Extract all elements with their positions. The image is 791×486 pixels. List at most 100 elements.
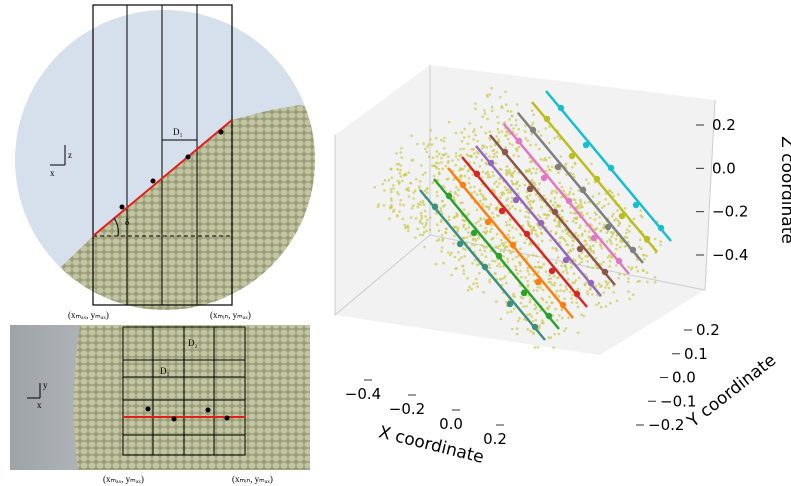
particle bbox=[565, 285, 568, 288]
particle bbox=[579, 199, 582, 202]
particle bbox=[507, 311, 510, 314]
particle bbox=[467, 289, 470, 292]
sample-point bbox=[588, 280, 594, 286]
bottom-panel: y x D₁ D₂ (xₘₐₓ, yₘₐₓ) (xₘᵢₙ, yₘₐₓ) bbox=[10, 325, 310, 484]
sample-point bbox=[563, 257, 569, 263]
particle bbox=[508, 249, 511, 252]
particle bbox=[429, 138, 432, 141]
sample-point bbox=[605, 224, 611, 230]
particle bbox=[567, 278, 570, 281]
particle bbox=[453, 178, 456, 181]
particle bbox=[578, 277, 581, 280]
particle bbox=[609, 190, 612, 193]
particle bbox=[485, 132, 488, 135]
particle bbox=[512, 258, 515, 261]
particle bbox=[526, 139, 529, 142]
particle bbox=[524, 125, 527, 128]
particle bbox=[489, 267, 492, 270]
particle bbox=[431, 164, 434, 167]
particle bbox=[554, 201, 557, 204]
particle bbox=[525, 170, 528, 173]
particle bbox=[495, 162, 498, 165]
particle bbox=[472, 130, 475, 133]
particle bbox=[623, 274, 626, 277]
particle bbox=[479, 190, 482, 193]
particle bbox=[596, 266, 599, 269]
particle bbox=[466, 236, 469, 239]
particle bbox=[435, 162, 438, 165]
particle bbox=[522, 297, 525, 300]
particle bbox=[580, 314, 583, 317]
particle bbox=[557, 204, 560, 207]
particle bbox=[511, 144, 514, 147]
particle bbox=[399, 164, 402, 167]
sample-point bbox=[513, 197, 519, 203]
particle bbox=[489, 130, 492, 133]
particle bbox=[540, 134, 543, 137]
particle bbox=[489, 93, 492, 96]
particle bbox=[424, 190, 427, 193]
particle bbox=[440, 210, 443, 213]
particle bbox=[498, 263, 501, 266]
sample-point bbox=[619, 213, 625, 219]
particle bbox=[626, 236, 629, 239]
particle bbox=[606, 240, 609, 243]
particle bbox=[518, 184, 521, 187]
particle bbox=[405, 174, 408, 177]
particle bbox=[485, 153, 488, 156]
particle bbox=[542, 322, 545, 325]
particle bbox=[550, 192, 553, 195]
particle bbox=[562, 271, 565, 274]
particle bbox=[588, 230, 591, 233]
particle bbox=[512, 236, 515, 239]
particle bbox=[478, 272, 481, 275]
particle bbox=[520, 234, 523, 237]
particle bbox=[479, 224, 482, 227]
particle bbox=[632, 293, 635, 296]
particle bbox=[638, 246, 641, 249]
particle bbox=[522, 305, 525, 308]
particle bbox=[618, 273, 621, 276]
particle bbox=[536, 235, 539, 238]
particle bbox=[589, 245, 592, 248]
particle bbox=[490, 224, 493, 227]
particle bbox=[545, 127, 548, 130]
particle bbox=[554, 308, 557, 311]
sample-point bbox=[541, 175, 547, 181]
sample-point bbox=[616, 258, 622, 264]
particle bbox=[545, 214, 548, 217]
particle bbox=[587, 293, 590, 296]
particle bbox=[594, 211, 597, 214]
particle bbox=[558, 182, 561, 185]
particle bbox=[496, 207, 499, 210]
particle bbox=[603, 223, 606, 226]
particle bbox=[613, 291, 616, 294]
particle bbox=[607, 203, 610, 206]
particle bbox=[471, 262, 474, 265]
particle bbox=[493, 153, 496, 156]
particle bbox=[636, 280, 639, 283]
particle bbox=[489, 278, 492, 281]
particle bbox=[532, 201, 535, 204]
sample-point bbox=[658, 225, 664, 231]
particle bbox=[472, 237, 475, 240]
sample-point bbox=[544, 116, 550, 122]
particle bbox=[563, 297, 566, 300]
particle bbox=[525, 137, 528, 140]
particle bbox=[485, 172, 488, 175]
particle bbox=[491, 109, 494, 112]
particle bbox=[500, 278, 503, 281]
particle bbox=[461, 140, 464, 143]
particle bbox=[508, 172, 511, 175]
particle bbox=[402, 218, 405, 221]
particle bbox=[421, 222, 424, 225]
particle bbox=[565, 269, 568, 272]
particle bbox=[586, 260, 589, 263]
particle bbox=[553, 284, 556, 287]
axis-label: x bbox=[37, 400, 42, 410]
particle bbox=[481, 253, 484, 256]
particle bbox=[508, 142, 511, 145]
particle bbox=[533, 226, 536, 229]
particle bbox=[439, 207, 442, 210]
particle bbox=[433, 175, 436, 178]
